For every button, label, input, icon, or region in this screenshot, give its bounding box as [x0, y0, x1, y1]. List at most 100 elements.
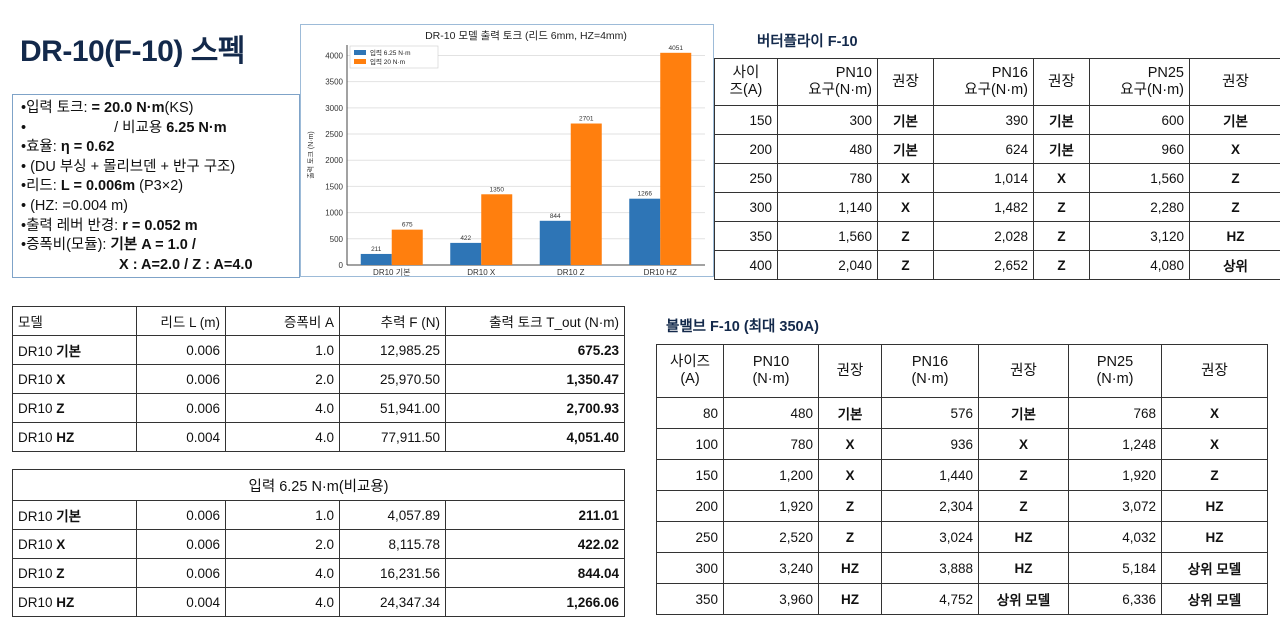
model-table-header-row: 모델 리드 L (m) 증폭비 A 추력 F (N) 출력 토크 T_out (N·m)	[12, 306, 625, 336]
ball-valve-cell: 1,200	[723, 459, 819, 491]
compare-table-torque-cell: 844.04	[445, 558, 625, 588]
bar	[570, 123, 602, 266]
x-tick-label: DR10 HZ	[644, 268, 677, 276]
ball-valve-cell: 936	[881, 428, 979, 460]
ball-valve-cell: 250	[656, 521, 724, 553]
spec-bullet: •	[21, 119, 27, 136]
ball-valve-row: 300 3,240 HZ 3,888 HZ 5,184 상위 모델	[656, 552, 1268, 584]
model-table-header-cell: 모델	[12, 306, 137, 336]
butterfly-recommend-cell: 상위	[1189, 250, 1280, 280]
model-table-header-cell: 리드 L (m)	[136, 306, 226, 336]
spec-summary: •입력 토크: = 20.0 N·m(KS) • / 비교용 6.25 N·m •…	[12, 94, 300, 278]
ball-valve-cell: 150	[656, 459, 724, 491]
bar	[481, 194, 513, 265]
spec-value: L = 0.006m	[60, 178, 136, 195]
compare-table-model-cell: DR10 기본	[12, 500, 137, 530]
compare-table-force-cell: 4,057.89	[339, 500, 446, 530]
spec-label: •출력 레버 반경:	[21, 217, 123, 234]
ball-valve-cell: 768	[1068, 397, 1162, 429]
spec-value: 6.25 N·m	[166, 119, 227, 136]
model-torque-table: 모델 리드 L (m) 증폭비 A 추력 F (N) 출력 토크 T_out (N·m)…	[12, 306, 625, 452]
model-table-lead-cell: 0.004	[136, 422, 226, 452]
butterfly-table: 사이 즈(A) PN10 요구(N·m) 권장 PN16 요구(N·m) 권장 PN25 요구(N…	[714, 58, 1280, 280]
spec-label: •리드:	[21, 178, 61, 195]
ball-valve-cell: 300	[656, 552, 724, 584]
model-table-amp-cell: 1.0	[225, 335, 340, 365]
spec-label: •입력 토크:	[21, 100, 92, 116]
bar	[539, 220, 571, 265]
ball-valve-header-cell: 권장	[1161, 344, 1268, 398]
ball-valve-recommend-cell: X	[818, 428, 882, 460]
x-tick-label: DR10 X	[467, 268, 496, 276]
model-table-torque-cell: 4,051.40	[445, 422, 625, 452]
ball-valve-cell: 350	[656, 583, 724, 615]
ball-valve-cell: 2,520	[723, 521, 819, 553]
model-variant: HZ	[56, 594, 75, 610]
spec-value: η = 0.62	[60, 139, 115, 156]
ball-valve-cell: 3,888	[881, 552, 979, 584]
y-tick-label: 1500	[325, 182, 343, 191]
bar-value-label: 2701	[579, 116, 594, 123]
ball-valve-cell: 2,304	[881, 490, 979, 522]
compare-table-force-cell: 24,347.34	[339, 587, 446, 617]
spec-value: = 20.0 N·m	[91, 100, 165, 116]
butterfly-cell: 1,140	[777, 192, 878, 222]
butterfly-header-cell: PN10 요구(N·m)	[777, 58, 878, 106]
butterfly-cell: 624	[933, 134, 1034, 164]
butterfly-cell: 2,028	[933, 221, 1034, 251]
torque-bar-chart: DR-10 모델 출력 토크 (리드 6mm, HZ=4mm) 0 500 1000 1…	[300, 24, 714, 277]
ball-valve-recommend-cell: HZ	[1161, 521, 1268, 553]
x-tick-label: DR10 기본	[373, 268, 410, 276]
compare-table-title: 입력 6.25 N·m(비교용)	[12, 469, 625, 501]
spec-value: 기본 A = 1.0 /	[110, 237, 196, 254]
ball-valve-recommend-cell: HZ	[818, 583, 882, 615]
butterfly-row: 150 300 기본 390 기본 600 기본	[714, 105, 1280, 135]
compare-table-model-cell: DR10 HZ	[12, 587, 137, 617]
compare-table-lead-cell: 0.006	[136, 529, 226, 559]
model-table-torque-cell: 675.23	[445, 335, 625, 365]
butterfly-recommend-cell: 기본	[877, 134, 934, 164]
butterfly-cell: 480	[777, 134, 878, 164]
compare-table-amp-cell: 2.0	[225, 529, 340, 559]
model-table-model-cell: DR10 HZ	[12, 422, 137, 452]
butterfly-cell: 2,040	[777, 250, 878, 280]
legend-swatch	[354, 59, 366, 64]
model-variant: 기본	[56, 344, 82, 359]
butterfly-recommend-cell: Z	[1189, 192, 1280, 222]
bar	[360, 253, 392, 265]
butterfly-cell: 1,560	[1089, 163, 1190, 193]
spec-value: X : A=2.0 / Z : A=4.0	[119, 256, 253, 273]
compare-table-lead-cell: 0.006	[136, 558, 226, 588]
model-table-lead-cell: 0.006	[136, 364, 226, 394]
butterfly-recommend-cell: Z	[1189, 163, 1280, 193]
model-table-amp-cell: 2.0	[225, 364, 340, 394]
ball-valve-cell: 3,240	[723, 552, 819, 584]
bar	[629, 198, 661, 265]
butterfly-cell: 250	[714, 163, 778, 193]
spec-efficiency: •효율: η = 0.62	[21, 138, 299, 158]
spec-note: (P3×2)	[135, 178, 184, 195]
compare-table-lead-cell: 0.006	[136, 500, 226, 530]
y-tick-label: 3000	[325, 104, 343, 113]
ball-valve-cell: 1,920	[1068, 459, 1162, 491]
butterfly-cell: 780	[777, 163, 878, 193]
butterfly-cell: 350	[714, 221, 778, 251]
ball-valve-cell: 80	[656, 397, 724, 429]
y-axis-label: 출력 토크 (N·m)	[306, 131, 315, 179]
ball-valve-cell: 1,248	[1068, 428, 1162, 460]
y-tick-label: 500	[330, 235, 344, 244]
ball-valve-header-cell: 사이즈 (A)	[656, 344, 724, 398]
model-table-amp-cell: 4.0	[225, 393, 340, 423]
ball-valve-header-cell: PN10 (N·m)	[723, 344, 819, 398]
ball-valve-header-cell: 권장	[818, 344, 882, 398]
model-table-row: DR10 Z 0.006 4.0 51,941.00 2,700.93	[12, 393, 625, 423]
butterfly-cell: 960	[1089, 134, 1190, 164]
butterfly-recommend-cell: Z	[877, 221, 934, 251]
butterfly-recommend-cell: 기본	[1189, 105, 1280, 135]
bar-value-label: 422	[460, 235, 471, 242]
compare-table-row: DR10 Z 0.006 4.0 16,231.56 844.04	[12, 558, 625, 588]
spec-lead: •리드: L = 0.006m (P3×2)	[21, 177, 299, 197]
ball-valve-recommend-cell: 상위 모델	[1161, 552, 1268, 584]
ball-valve-title: 볼밸브 F-10 (최대 350A)	[666, 319, 819, 335]
compare-table-row: DR10 HZ 0.004 4.0 24,347.34 1,266.06	[12, 587, 625, 617]
